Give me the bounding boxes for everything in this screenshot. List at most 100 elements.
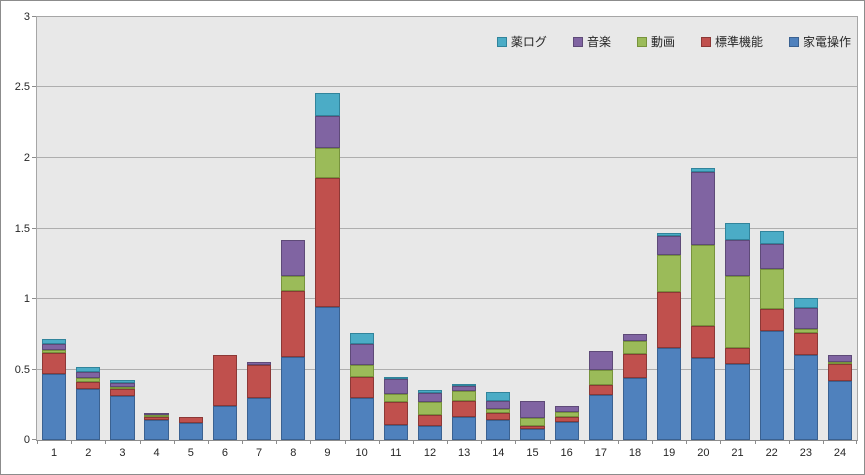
bar-segment-音楽 xyxy=(452,386,477,391)
stacked-bar xyxy=(110,17,135,440)
bar-segment-薬ログ xyxy=(452,383,477,387)
bar-segment-動画 xyxy=(486,409,511,414)
bar-segment-音楽 xyxy=(246,362,272,366)
bar-segment-標準機能 xyxy=(622,354,648,378)
bar-segment-標準機能 xyxy=(76,382,101,390)
bar-segment-薬ログ xyxy=(76,366,101,373)
stacked-bar xyxy=(144,17,169,440)
gridline xyxy=(37,368,857,370)
bar-segment-音楽 xyxy=(349,344,374,366)
bar-segment-家電操作 xyxy=(281,356,306,440)
bar-segment-標準機能 xyxy=(144,417,169,421)
bar-segment-動画 xyxy=(315,148,340,178)
bar-segment-標準機能 xyxy=(41,352,67,374)
x-axis-label: 7 xyxy=(256,447,263,459)
legend: 薬ログ 音楽 動画 標準機能 家電操作 xyxy=(496,33,851,50)
bar-segment-音楽 xyxy=(554,406,579,412)
stacked-bar xyxy=(827,17,853,440)
gridline xyxy=(37,227,857,229)
x-axis-label: 8 xyxy=(290,447,297,459)
stacked-bar xyxy=(554,17,579,440)
bar-segment-標準機能 xyxy=(349,376,374,398)
x-axis-label: 2 xyxy=(85,447,92,459)
bar-segment-音楽 xyxy=(827,354,853,362)
bar-segment-動画 xyxy=(110,387,135,390)
bar-segment-家電操作 xyxy=(759,331,784,440)
x-axis-label: 17 xyxy=(594,447,607,459)
bar-segment-家電操作 xyxy=(178,423,203,440)
x-axis-label: 5 xyxy=(187,447,194,459)
x-axis-tick xyxy=(344,440,346,444)
bars-layer: 1 2 3 4 5 6 7 8 9 10 11 12 13 14 15 16 17 18 19 20 21 22 23 24 xyxy=(37,17,858,459)
legend-item-標準機能: 標準機能 xyxy=(700,33,763,50)
bar-segment-家電操作 xyxy=(41,373,67,440)
x-axis-tick xyxy=(788,440,790,444)
bar-segment-家電操作 xyxy=(144,420,169,440)
bar-segment-家電操作 xyxy=(657,348,682,440)
legend-label: 薬ログ xyxy=(510,35,547,49)
x-axis-tick xyxy=(105,440,107,444)
bar-segment-家電操作 xyxy=(315,307,340,440)
y-axis-label: 2 xyxy=(23,151,30,164)
category-slot: 5 xyxy=(173,17,208,459)
stacked-bar xyxy=(588,17,613,440)
category-slot: 3 xyxy=(105,17,139,459)
stacked-bar xyxy=(178,17,203,440)
stacked-bar xyxy=(622,17,648,440)
y-axis-tick xyxy=(32,156,36,158)
x-axis-tick xyxy=(242,440,244,444)
category-slot: 16 xyxy=(549,17,584,459)
bar-segment-標準機能 xyxy=(246,365,272,398)
bar-segment-薬ログ xyxy=(41,338,67,345)
bar-segment-標準機能 xyxy=(520,425,545,429)
bar-segment-標準機能 xyxy=(554,417,579,422)
bar-segment-家電操作 xyxy=(520,428,545,440)
category-slot: 6 xyxy=(207,17,242,459)
bar-segment-音楽 xyxy=(759,244,784,270)
x-axis-tick xyxy=(549,440,551,444)
bar-segment-家電操作 xyxy=(486,420,511,440)
legend-item-動画: 動画 xyxy=(636,33,675,50)
x-axis-tick xyxy=(822,440,824,444)
bar-segment-動画 xyxy=(657,255,682,292)
category-slot: 20 xyxy=(686,17,720,459)
stacked-bar xyxy=(793,17,818,440)
bar-segment-動画 xyxy=(41,349,67,353)
bar-segment-音楽 xyxy=(315,115,340,149)
bar-segment-家電操作 xyxy=(417,425,443,440)
bar-segment-動画 xyxy=(349,365,374,377)
bar-segment-薬ログ xyxy=(349,332,374,345)
bar-segment-標準機能 xyxy=(315,177,340,308)
stacked-bar xyxy=(212,17,238,440)
bar-segment-薬ログ xyxy=(657,232,682,236)
category-slot: 17 xyxy=(583,17,618,459)
bar-segment-音楽 xyxy=(486,400,511,409)
x-axis-tick xyxy=(686,440,688,444)
bar-segment-音楽 xyxy=(520,400,545,419)
x-axis-label: 12 xyxy=(423,447,437,459)
bar-segment-家電操作 xyxy=(725,363,750,440)
bar-segment-標準機能 xyxy=(657,291,682,349)
x-axis-tick xyxy=(207,440,209,444)
x-axis-tick xyxy=(583,440,585,444)
bar-segment-音楽 xyxy=(622,334,648,342)
bar-segment-薬ログ xyxy=(110,380,135,384)
bar-segment-動画 xyxy=(759,269,784,309)
bar-segment-標準機能 xyxy=(588,385,613,395)
x-axis-tick xyxy=(378,440,380,444)
bar-segment-標準機能 xyxy=(691,325,716,359)
x-axis-label: 19 xyxy=(663,447,676,459)
x-axis-label: 23 xyxy=(799,447,812,459)
y-axis-tick xyxy=(32,368,36,370)
bar-segment-動画 xyxy=(452,390,477,401)
bar-segment-音楽 xyxy=(725,239,750,277)
stacked-bar xyxy=(759,17,784,440)
x-axis-label: 1 xyxy=(51,447,58,459)
x-axis-label: 16 xyxy=(560,447,573,459)
x-axis-tick xyxy=(37,440,38,444)
bar-segment-標準機能 xyxy=(383,401,408,425)
legend-swatch-icon xyxy=(496,36,507,47)
bar-segment-薬ログ xyxy=(383,376,408,380)
category-slot: 7 xyxy=(242,17,276,459)
bar-segment-家電操作 xyxy=(691,358,716,440)
